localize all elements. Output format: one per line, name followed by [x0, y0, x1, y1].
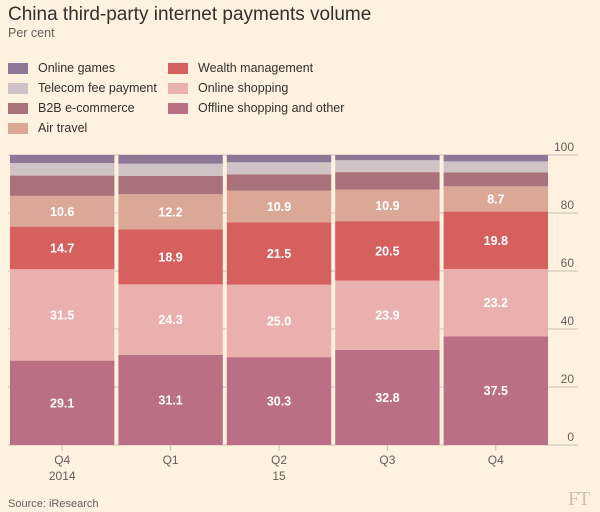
bar-segment — [118, 194, 223, 230]
data-label: 19.8 — [484, 234, 508, 248]
bar-segment — [335, 160, 440, 173]
bar-segment — [335, 155, 440, 161]
data-label: 31.5 — [50, 308, 74, 322]
bar-segment — [10, 175, 115, 196]
bar-segment — [10, 163, 115, 176]
legend-label: Online shopping — [198, 81, 289, 95]
bar-segment — [10, 269, 115, 361]
stacked-bar-chart: 0 20 40 60 80 100 29.1 31.5 14.7 10.6 Q4 2014 31.1 24… — [8, 140, 578, 483]
legend-item-wealth-management: Wealth management — [168, 60, 313, 76]
legend-label: Offline shopping and other — [198, 101, 345, 115]
bar-segment — [10, 195, 115, 227]
bar-segment — [443, 211, 548, 269]
x-tick-label: Q4 — [54, 453, 70, 467]
chart-subtitle: Per cent — [8, 26, 55, 40]
legend-item-air-travel: Air travel — [8, 120, 87, 136]
bar-segment — [226, 174, 332, 191]
legend-label: Online games — [38, 61, 116, 75]
bar-segment — [443, 268, 548, 337]
legend-item-telecom-fee-payment: Telecom fee payment — [8, 80, 157, 96]
data-label: 37.5 — [484, 384, 508, 398]
ft-logo: FT — [568, 488, 590, 510]
bar-segment — [10, 226, 115, 270]
x-tick-label: Q1 — [163, 453, 179, 467]
bar-segment — [118, 155, 223, 164]
x-year-label: 2014 — [49, 469, 76, 483]
x-tick-label: Q3 — [379, 453, 395, 467]
legend-item-online-games: Online games — [8, 60, 115, 76]
data-label: 23.2 — [484, 296, 508, 310]
source-note: Source: iResearch — [8, 498, 99, 510]
data-label: 10.9 — [375, 199, 399, 213]
bar-segment — [443, 336, 548, 445]
data-label: 23.9 — [375, 309, 399, 323]
bar-segment — [118, 354, 223, 445]
data-label: 10.6 — [50, 205, 74, 219]
bar-segment — [226, 284, 332, 358]
bar-segment — [226, 162, 332, 175]
y-tick-label: 20 — [561, 372, 575, 386]
legend-item-offline-shopping-and-other: Offline shopping and other — [168, 100, 344, 116]
y-tick-label: 40 — [561, 314, 575, 328]
data-label: 14.7 — [50, 241, 74, 255]
data-label: 18.9 — [158, 250, 182, 264]
chart-legend: Online games Telecom fee payment B2B e-c… — [8, 60, 428, 140]
bar-segment — [226, 155, 332, 163]
bar-segment — [443, 172, 548, 187]
data-label: 10.9 — [267, 200, 291, 214]
data-label: 21.5 — [267, 247, 291, 261]
bar-segment — [118, 284, 223, 355]
chart-title: China third-party internet payments volu… — [8, 4, 372, 25]
bar-segment — [10, 155, 115, 164]
bar-segment — [443, 155, 548, 162]
legend-swatch — [8, 122, 28, 134]
legend-label: Wealth management — [198, 61, 314, 75]
data-label: 12.2 — [158, 205, 182, 219]
data-label: 25.0 — [267, 314, 291, 328]
legend-swatch — [8, 62, 28, 74]
x-year-label: 15 — [272, 469, 286, 483]
data-label: 32.8 — [375, 391, 399, 405]
legend-swatch — [168, 82, 188, 94]
bar-segment — [335, 349, 440, 445]
data-label: 24.3 — [158, 313, 182, 327]
data-label: 8.7 — [487, 192, 504, 206]
bar-segment — [226, 190, 332, 223]
data-label: 29.1 — [50, 396, 74, 410]
bar-segment — [335, 189, 440, 222]
legend-item-b2b-e-commerce: B2B e-commerce — [8, 100, 135, 116]
bar-segment — [335, 172, 440, 190]
bar-segment — [118, 163, 223, 176]
bar-segment — [10, 360, 115, 445]
y-tick-label: 60 — [561, 256, 575, 270]
legend-label: B2B e-commerce — [38, 101, 135, 115]
bar-segment — [335, 221, 440, 281]
legend-label: Telecom fee payment — [38, 81, 157, 95]
y-tick-label: 0 — [567, 430, 574, 444]
legend-swatch — [168, 102, 188, 114]
bar-segment — [118, 175, 223, 195]
bar-segment — [226, 357, 332, 445]
bar-segment — [335, 280, 440, 350]
y-tick-label: 80 — [561, 198, 575, 212]
bar-segment — [118, 229, 223, 285]
data-label: 20.5 — [375, 244, 399, 258]
legend-swatch — [168, 62, 188, 74]
data-label: 30.3 — [267, 395, 291, 409]
legend-item-online-shopping: Online shopping — [168, 80, 288, 96]
bar-segment — [226, 222, 332, 285]
x-tick-label: Q4 — [488, 453, 504, 467]
bar-segment — [443, 161, 548, 173]
data-label: 31.1 — [158, 393, 182, 407]
x-tick-label: Q2 — [271, 453, 287, 467]
legend-swatch — [8, 102, 28, 114]
legend-label: Air travel — [38, 121, 88, 135]
bar-segment — [443, 186, 548, 212]
y-tick-label: 100 — [554, 140, 574, 154]
legend-swatch — [8, 82, 28, 94]
